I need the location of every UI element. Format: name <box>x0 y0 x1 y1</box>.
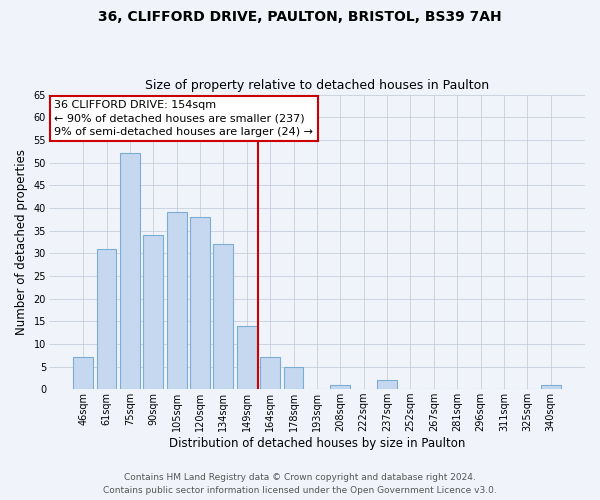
Bar <box>143 235 163 389</box>
Bar <box>284 366 304 389</box>
Bar <box>190 217 210 389</box>
Text: 36, CLIFFORD DRIVE, PAULTON, BRISTOL, BS39 7AH: 36, CLIFFORD DRIVE, PAULTON, BRISTOL, BS… <box>98 10 502 24</box>
Bar <box>377 380 397 389</box>
X-axis label: Distribution of detached houses by size in Paulton: Distribution of detached houses by size … <box>169 437 465 450</box>
Bar <box>331 384 350 389</box>
Text: 36 CLIFFORD DRIVE: 154sqm
← 90% of detached houses are smaller (237)
9% of semi-: 36 CLIFFORD DRIVE: 154sqm ← 90% of detac… <box>54 100 313 137</box>
Bar <box>237 326 257 389</box>
Bar <box>120 154 140 389</box>
Bar <box>260 358 280 389</box>
Bar <box>541 384 560 389</box>
Bar <box>97 248 116 389</box>
Y-axis label: Number of detached properties: Number of detached properties <box>15 149 28 335</box>
Bar <box>73 358 93 389</box>
Bar <box>214 244 233 389</box>
Title: Size of property relative to detached houses in Paulton: Size of property relative to detached ho… <box>145 79 489 92</box>
Bar <box>167 212 187 389</box>
Text: Contains HM Land Registry data © Crown copyright and database right 2024.
Contai: Contains HM Land Registry data © Crown c… <box>103 474 497 495</box>
